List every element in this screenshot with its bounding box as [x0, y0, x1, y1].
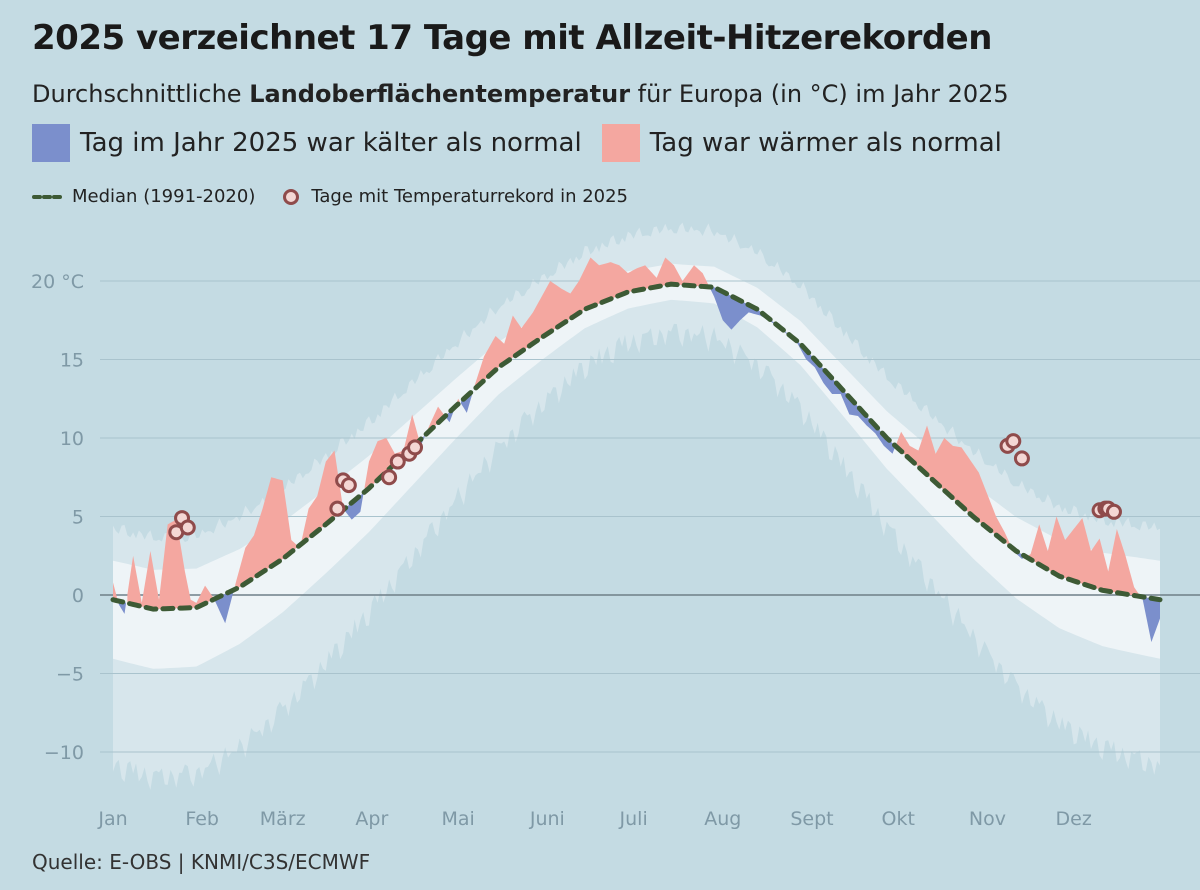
y-tick-label: 5 [72, 507, 84, 529]
record-marker [329, 500, 346, 517]
legend-lines: Median (1991-2020) Tage mit Temperaturre… [32, 186, 628, 207]
subtitle-prefix: Durchschnittliche [32, 80, 250, 108]
x-month-label: Feb [185, 808, 219, 830]
x-month-label: März [260, 808, 306, 830]
median-line [110, 281, 1163, 612]
x-month-label: Nov [969, 808, 1006, 830]
warm-anomaly-area [364, 414, 420, 492]
warm-anomaly-area [896, 425, 1011, 547]
warm-anomaly-area [301, 450, 344, 544]
x-month-label: Juli [619, 808, 648, 830]
median-legend-icon [32, 194, 66, 199]
x-month-label: Jan [97, 808, 127, 830]
colder-label: Tag im Jahr 2025 war kälter als normal [80, 128, 582, 158]
warm-anomaly-area [235, 477, 298, 590]
axis-labels-layer: 20 °C 15 10 5 0 −5 −10 Jan Feb März Apr Mai Juni Juli… [31, 271, 1092, 830]
median-label: Median (1991-2020) [72, 186, 256, 207]
cold-anomaly-area [709, 286, 896, 454]
x-month-label: Dez [1056, 808, 1092, 830]
chart-subtitle: Durchschnittliche Landoberflächentempera… [32, 80, 1009, 108]
record-legend-icon [283, 188, 300, 205]
y-tick-label: 15 [60, 350, 84, 372]
x-month-label: Sept [790, 808, 833, 830]
x-month-label: Aug [704, 808, 741, 830]
record-label: Tage mit Temperaturrekord in 2025 [311, 186, 629, 207]
record-marker [340, 477, 357, 494]
record-marker [179, 519, 196, 536]
warm-anomaly-area [127, 519, 214, 610]
x-month-label: Juni [529, 808, 565, 830]
y-tick-label: 20 °C [31, 271, 84, 293]
warm-anomaly-area [473, 257, 709, 390]
legend-fill: Tag im Jahr 2025 war kälter als normal T… [32, 124, 1022, 162]
legend-colder: Tag im Jahr 2025 war kälter als normal [32, 124, 582, 162]
record-marker [1105, 503, 1122, 520]
x-month-label: Okt [882, 808, 915, 830]
subtitle-bold: Landoberflächentemperatur [249, 80, 631, 108]
warmer-label: Tag war wärmer als normal [649, 128, 1002, 158]
record-marker [407, 439, 424, 456]
record-marker [1005, 433, 1022, 450]
legend-warmer: Tag war wärmer als normal [601, 124, 1002, 162]
record-marker [1013, 450, 1030, 467]
warm-anomaly-area [1026, 516, 1140, 597]
colder-swatch [32, 124, 70, 162]
record-marker [381, 469, 398, 486]
warm-anomaly-area [113, 582, 118, 601]
subtitle-suffix: für Europa (in °C) im Jahr 2025 [630, 80, 1009, 108]
warmer-swatch [601, 124, 640, 162]
record-marker [389, 453, 406, 470]
y-tick-label: 10 [60, 428, 84, 450]
x-month-label: Mai [442, 808, 475, 830]
source-note: Quelle: E-OBS | KNMI/C3S/ECMWF [32, 850, 371, 874]
y-tick-label: −10 [44, 742, 84, 764]
median-layer [110, 281, 1163, 612]
anomaly-area-layer [113, 257, 1160, 643]
y-tick-label: 0 [72, 585, 84, 607]
cold-anomaly-area [118, 601, 126, 614]
chart-title: 2025 verzeichnet 17 Tage mit Allzeit-Hit… [32, 18, 992, 58]
x-month-label: Apr [355, 808, 388, 830]
cold-anomaly-area [1141, 596, 1160, 643]
record-markers-layer [168, 433, 1122, 541]
y-tick-label: −5 [56, 664, 84, 686]
